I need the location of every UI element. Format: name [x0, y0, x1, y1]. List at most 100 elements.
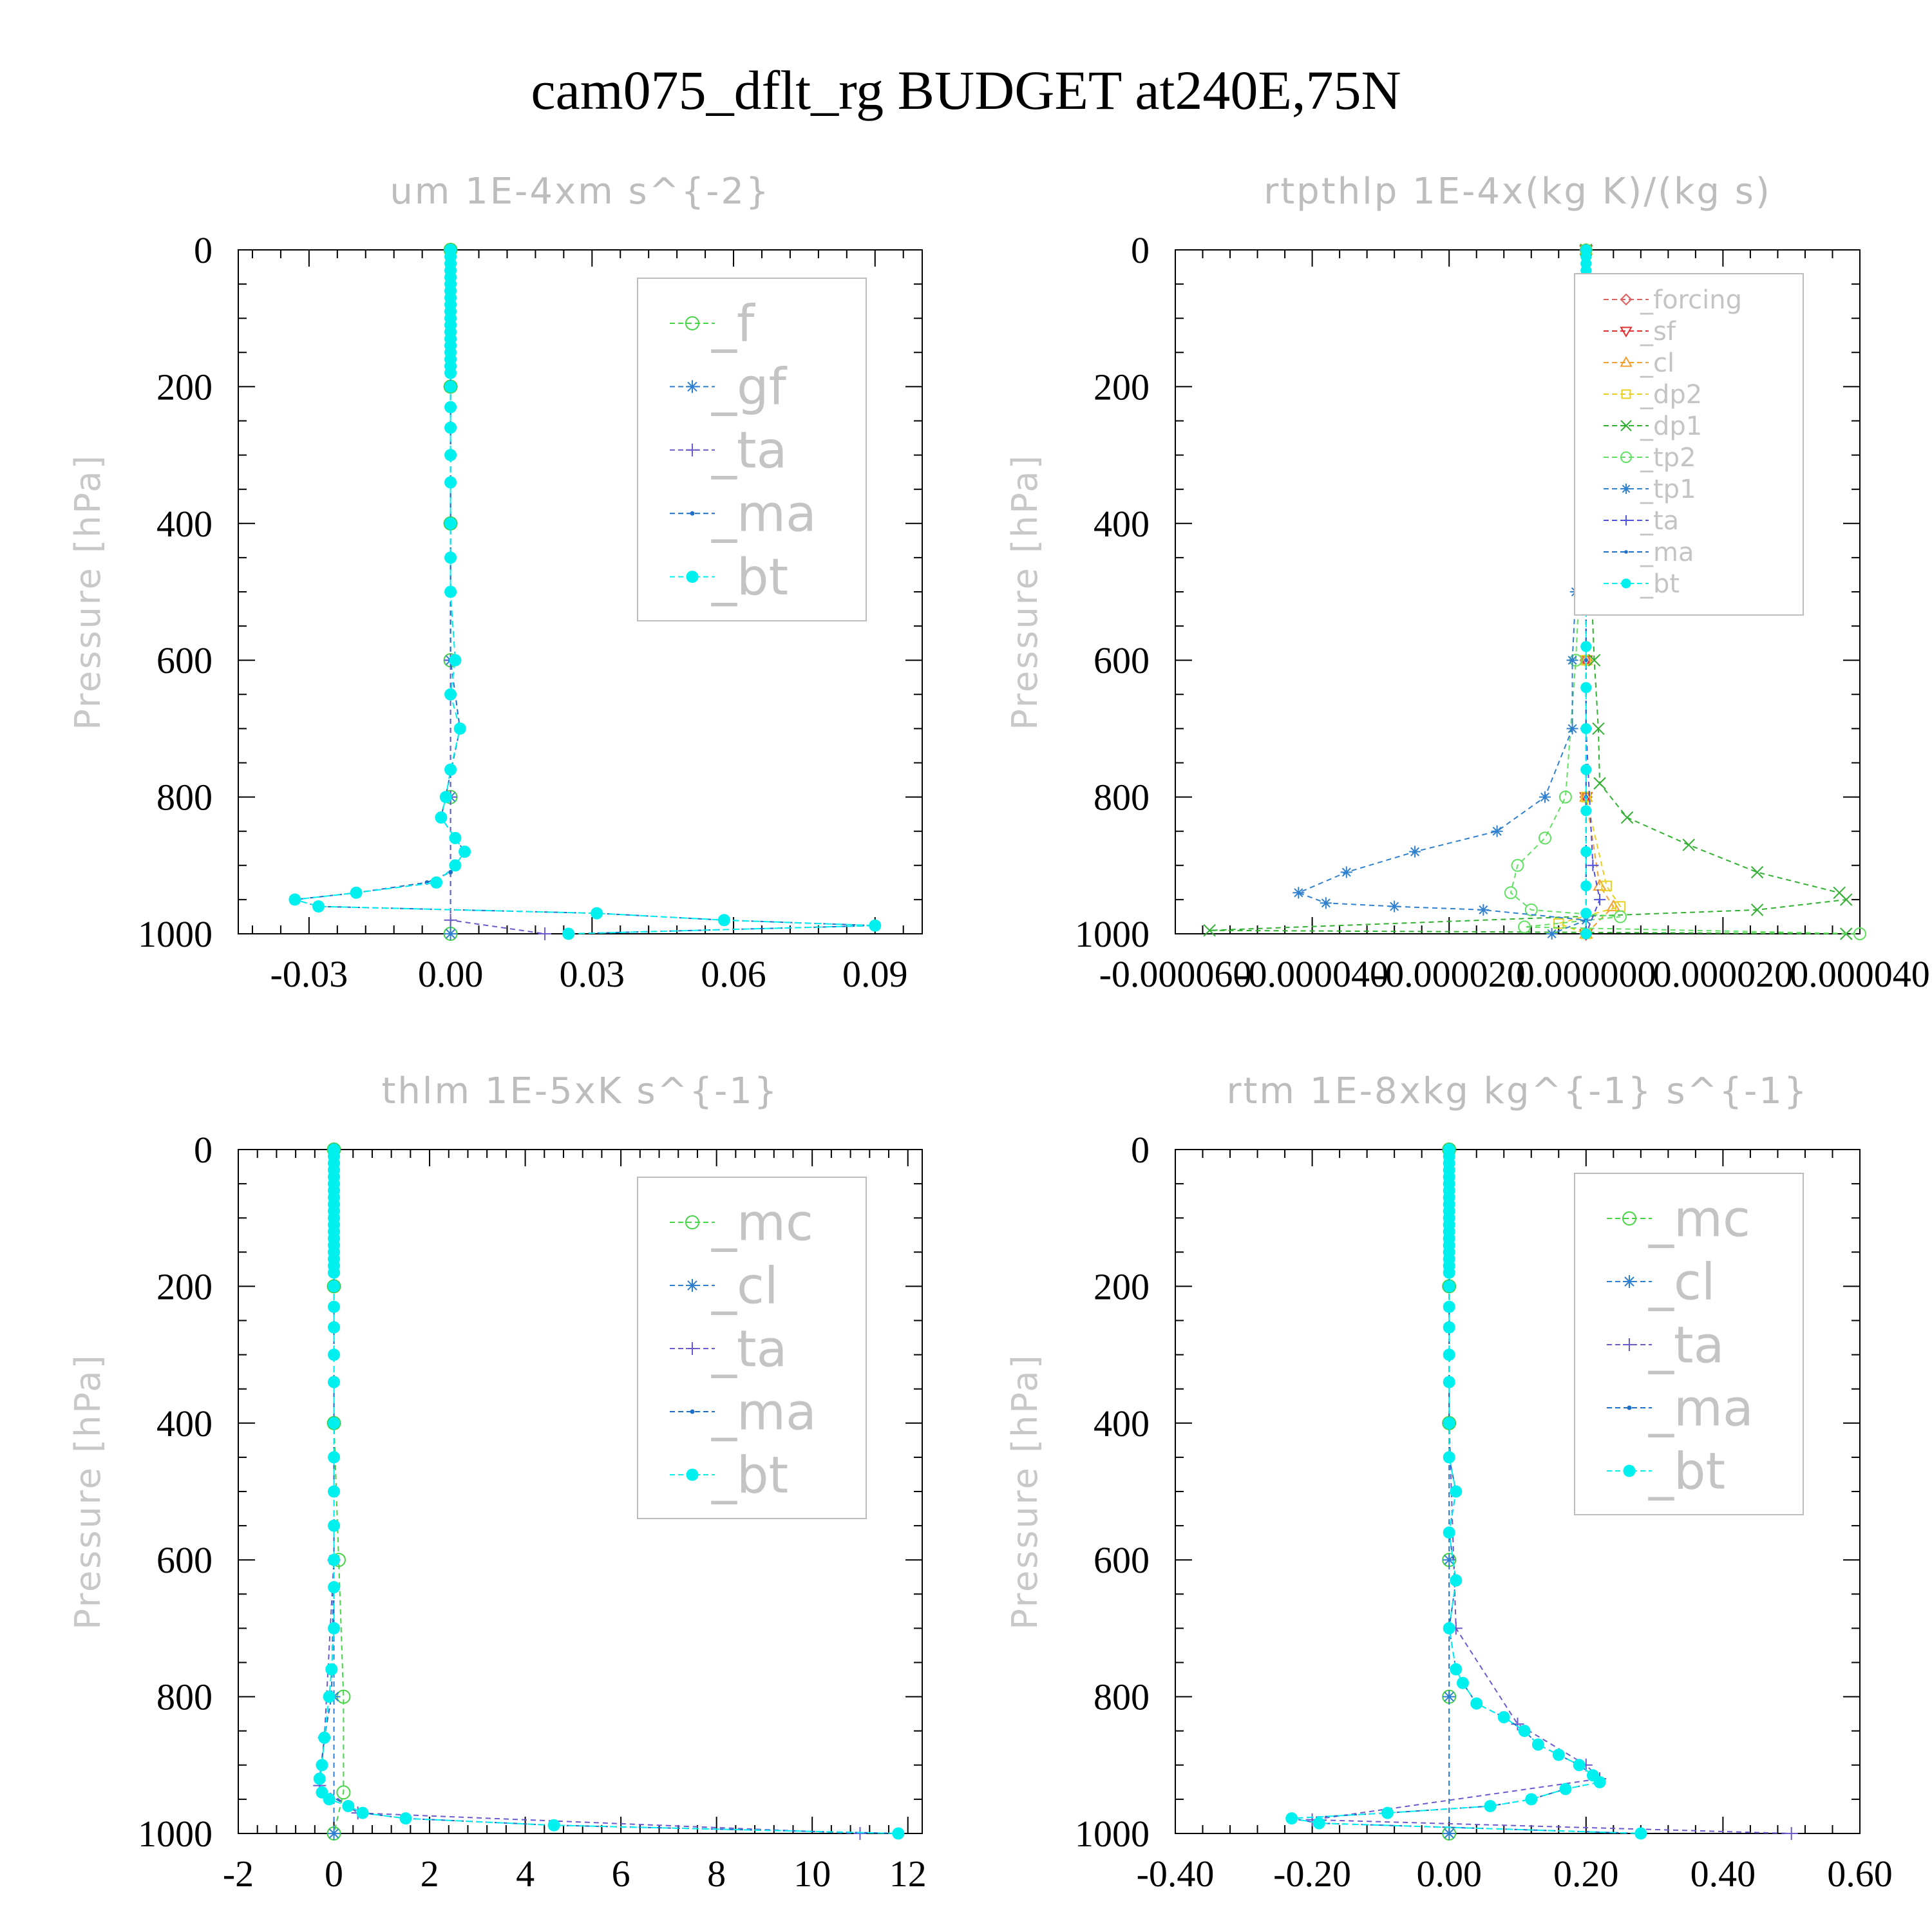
data-point — [1443, 1827, 1456, 1840]
legend-label: _mc — [1648, 1190, 1750, 1248]
chart-panel-2: rtpthlp 1E-4x(kg K)/(kg s) Pressure [hPa]… — [1005, 171, 1930, 995]
data-point — [1853, 927, 1866, 940]
data-point — [1580, 641, 1592, 652]
x-tick-label: 0.00 — [1416, 1853, 1482, 1895]
data-point — [1443, 1266, 1455, 1279]
data-point — [1785, 1827, 1798, 1840]
data-point — [1750, 866, 1764, 879]
data-point — [1470, 1697, 1483, 1710]
legend-label: _ta — [711, 422, 787, 480]
data-point — [1443, 1690, 1456, 1703]
data-point — [1443, 1451, 1455, 1464]
legend-label: _dp1 — [1640, 412, 1702, 441]
data-point — [1203, 923, 1216, 937]
data-point — [1518, 920, 1531, 934]
data-point — [1491, 825, 1503, 837]
y-axis-label: Pressure [hPa] — [1005, 453, 1045, 730]
y-tick-label: 0 — [1131, 1129, 1150, 1171]
y-tick-label: 800 — [156, 1676, 213, 1718]
data-point — [1443, 1349, 1455, 1361]
data-point — [323, 1690, 336, 1703]
data-point — [459, 846, 471, 858]
data-point — [336, 1785, 351, 1800]
x-tick-label: 4 — [516, 1853, 535, 1895]
data-point — [328, 1581, 341, 1594]
data-point — [328, 1321, 341, 1334]
data-point — [1620, 811, 1634, 824]
legend-marker — [690, 1409, 695, 1414]
data-point — [435, 811, 448, 824]
data-point — [444, 585, 457, 598]
data-point — [1580, 682, 1592, 694]
y-tick-label: 200 — [1094, 1265, 1150, 1307]
data-point — [350, 886, 363, 899]
data-point — [1580, 764, 1592, 775]
legend-label: _ta — [711, 1320, 787, 1378]
data-point — [1840, 893, 1853, 906]
x-tick-label: 0.20 — [1553, 1853, 1619, 1895]
data-point — [1484, 1800, 1497, 1813]
data-point — [892, 1827, 905, 1840]
x-tick-label: -0.20 — [1273, 1853, 1351, 1895]
legend-marker — [1627, 1405, 1632, 1410]
data-point — [289, 893, 301, 906]
data-point — [547, 1819, 560, 1832]
legend-marker — [1621, 389, 1631, 399]
legend-label: _gf — [711, 359, 788, 417]
chart-panel-4: rtm 1E-8xkg kg^{-1} s^{-1} Pressure [hPa]… — [1005, 1070, 1893, 1895]
data-point — [444, 380, 457, 393]
y-tick-label: 1000 — [1075, 1813, 1150, 1855]
data-point — [328, 1485, 341, 1498]
y-axis-label: Pressure [hPa] — [1005, 1353, 1045, 1629]
data-point — [1539, 831, 1552, 845]
data-point — [328, 1280, 341, 1293]
y-tick-label: 1000 — [1075, 913, 1150, 955]
data-point — [449, 859, 462, 872]
legend-marker — [1621, 484, 1631, 494]
data-point — [1580, 805, 1592, 817]
chart-panel-3: thlm 1E-5xK s^{-1} Pressure [hPa] 0 200 400 6… — [68, 1070, 927, 1895]
data-point — [328, 1451, 341, 1464]
y-tick-label: 200 — [156, 366, 213, 408]
data-point — [328, 1266, 341, 1279]
data-point — [1525, 1793, 1538, 1806]
legend-label: _cl — [711, 1257, 779, 1315]
legend-label: _tp1 — [1640, 475, 1696, 504]
data-point — [1285, 1812, 1298, 1825]
data-point — [1531, 1738, 1544, 1751]
legend-marker — [686, 571, 699, 583]
data-point — [1381, 1806, 1394, 1819]
legend-marker — [1623, 1338, 1636, 1351]
data-point — [1511, 858, 1524, 872]
x-tick-label: 0.06 — [701, 953, 766, 995]
data-point — [356, 1806, 369, 1819]
data-point — [1443, 1280, 1455, 1293]
data-point — [1409, 846, 1421, 858]
data-point — [1587, 654, 1601, 667]
data-point — [1450, 1485, 1463, 1498]
data-point — [325, 1663, 338, 1676]
data-point — [1477, 904, 1490, 916]
data-point — [1580, 723, 1592, 734]
data-point — [342, 1800, 355, 1813]
y-axis-label: Pressure [hPa] — [68, 453, 108, 730]
x-tick-label: 6 — [612, 1853, 630, 1895]
data-point — [1592, 722, 1605, 735]
data-point — [453, 722, 466, 735]
data-point — [1340, 866, 1352, 878]
data-point — [449, 831, 462, 844]
data-point — [439, 791, 452, 804]
data-point — [444, 401, 457, 413]
y-tick-label: 600 — [1094, 1539, 1150, 1581]
legend-label: _ta — [1648, 1316, 1724, 1374]
legend-marker — [686, 443, 699, 457]
legend-marker — [1623, 1275, 1636, 1288]
data-point — [538, 927, 552, 940]
data-point — [444, 476, 457, 489]
legend-marker — [1620, 420, 1632, 431]
data-point — [312, 900, 325, 913]
x-tick-label: 0 — [325, 1853, 343, 1895]
x-tick-label: 10 — [793, 1853, 831, 1895]
data-point — [1293, 887, 1305, 899]
legend-marker — [1621, 515, 1631, 526]
